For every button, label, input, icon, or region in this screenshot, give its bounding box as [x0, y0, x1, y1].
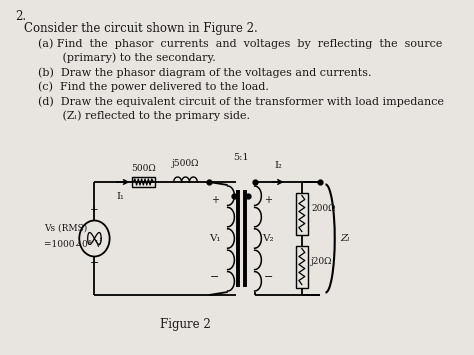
- Text: (b)  Draw the phasor diagram of the voltages and currents.: (b) Draw the phasor diagram of the volta…: [24, 67, 371, 77]
- Text: (a) Find  the  phasor  currents  and  voltages  by  reflecting  the  source: (a) Find the phasor currents and voltage…: [24, 38, 442, 49]
- Text: j20Ω: j20Ω: [311, 257, 333, 266]
- Bar: [296, 192, 308, 235]
- Text: 2.: 2.: [15, 10, 26, 23]
- Text: I₂: I₂: [274, 161, 282, 170]
- Text: +: +: [90, 206, 99, 214]
- Text: 5:1: 5:1: [233, 153, 249, 162]
- Bar: [131, 177, 155, 187]
- Text: 200Ω: 200Ω: [311, 204, 336, 213]
- Text: (Zₗ) reflected to the primary side.: (Zₗ) reflected to the primary side.: [24, 110, 250, 121]
- Text: −: −: [210, 272, 219, 282]
- Text: I₁: I₁: [117, 192, 125, 201]
- Text: V₂: V₂: [262, 234, 274, 243]
- Text: −: −: [90, 258, 99, 268]
- Text: Zₗ: Zₗ: [341, 234, 350, 243]
- Text: −: −: [264, 272, 273, 282]
- Text: Vs (RMS): Vs (RMS): [44, 224, 87, 233]
- Text: j500Ω: j500Ω: [172, 159, 199, 168]
- Text: +: +: [211, 195, 219, 205]
- Text: 500Ω: 500Ω: [131, 164, 156, 173]
- Text: Figure 2: Figure 2: [160, 318, 211, 331]
- Text: =1000∠0° V: =1000∠0° V: [44, 240, 101, 249]
- Text: Consider the circuit shown in Figure 2.: Consider the circuit shown in Figure 2.: [24, 22, 257, 35]
- Text: (c)  Find the power delivered to the load.: (c) Find the power delivered to the load…: [24, 82, 268, 92]
- Bar: [296, 246, 308, 288]
- Text: (d)  Draw the equivalent circuit of the transformer with load impedance: (d) Draw the equivalent circuit of the t…: [24, 96, 444, 106]
- Text: V₁: V₁: [209, 234, 221, 243]
- Text: +: +: [264, 195, 272, 205]
- Text: (primary) to the secondary.: (primary) to the secondary.: [24, 53, 215, 63]
